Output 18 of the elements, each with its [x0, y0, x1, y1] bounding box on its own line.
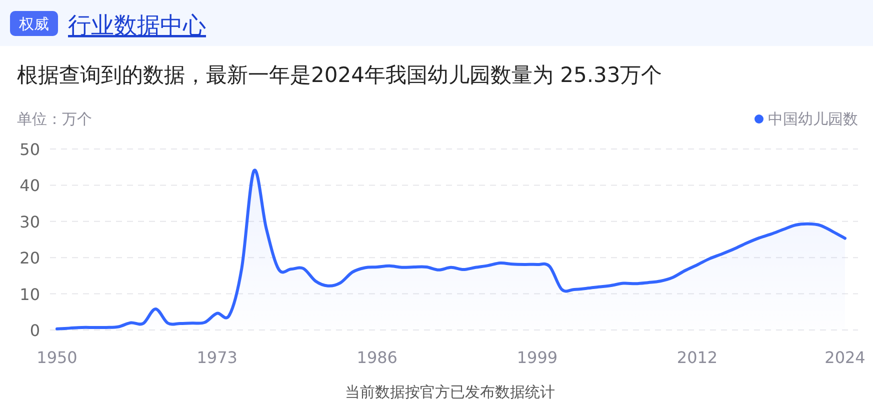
chart-title: 行业数据中心 [68, 13, 206, 39]
y-tick-label: 20 [20, 248, 40, 268]
x-tick-label: 1973 [196, 348, 238, 367]
y-tick-label: 30 [20, 212, 40, 232]
chart-subtitle: 根据查询到的数据，最新一年是2024年我国幼儿园数量为 25.33万个 [17, 63, 662, 87]
y-tick-label: 10 [20, 284, 40, 304]
y-tick-label: 50 [20, 140, 40, 159]
x-tick-label: 1986 [356, 348, 398, 367]
text: 当前数据按官方已发布数据统计 [345, 383, 555, 401]
x-tick-label: 2012 [676, 348, 718, 367]
text: 权威 [18, 15, 49, 33]
y-tick-label: 0 [30, 321, 40, 340]
x-tick-label: 1950 [36, 348, 78, 367]
legend-label: 中国幼儿园数 [768, 110, 858, 128]
x-tick-label: 1999 [516, 348, 558, 367]
y-axis-title: 单位：万个 [17, 110, 92, 128]
x-tick-label: 2024 [824, 348, 866, 367]
y-tick-label: 40 [20, 176, 40, 196]
